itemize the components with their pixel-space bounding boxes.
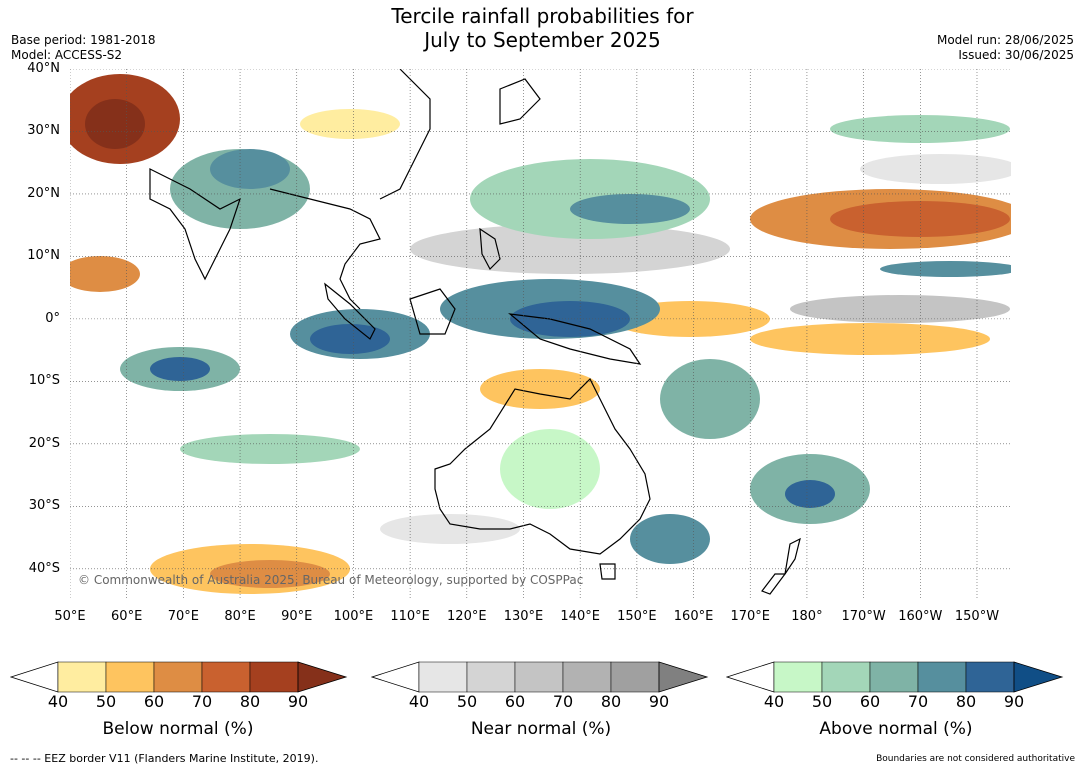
- colorbar-segment: [869, 661, 919, 693]
- longitude-label: 160°W: [898, 609, 943, 624]
- colorbar-tick-label: 70: [907, 692, 929, 711]
- colorbar-tick-label: 40: [47, 692, 69, 711]
- boundary-disclaimer: Boundaries are not considered authoritat…: [876, 754, 1075, 764]
- graticule: [70, 69, 1011, 600]
- colorbar-high-extension: [658, 661, 709, 693]
- latitude-label: 10°N: [27, 248, 60, 264]
- base-period: Base period: 1981-2018: [11, 33, 156, 47]
- map-canvas: © Commonwealth of Australia 2025, Bureau…: [70, 69, 1011, 600]
- colorbar-segment: [153, 661, 203, 693]
- colorbar-tick-label: 80: [955, 692, 977, 711]
- colorbar-low-extension: [10, 661, 59, 693]
- colorbar-tick-label: 80: [239, 692, 261, 711]
- colorbar-high-extension: [297, 661, 348, 693]
- latitude-label: 20°N: [27, 185, 60, 201]
- probability-shading: [70, 74, 1011, 594]
- map-title: Tercile rainfall probabilities for July …: [0, 4, 1085, 52]
- model-name: Model: ACCESS-S2: [11, 48, 123, 62]
- latitude-label: 0°: [45, 310, 60, 326]
- longitude-label: 130°E: [503, 609, 544, 624]
- longitude-label: 150°W: [954, 609, 1000, 624]
- colorbar-segment: [773, 661, 823, 693]
- colorbar-tick-label: 60: [859, 692, 881, 711]
- colorbar-tick-label: 70: [191, 692, 213, 711]
- colorbar-tick-label: 50: [811, 692, 833, 711]
- colorbar-tick-label: 70: [552, 692, 574, 711]
- below-normal-title: Below normal (%): [102, 719, 254, 739]
- colorbar-segment: [917, 661, 967, 693]
- longitude-label: 70°E: [167, 609, 199, 624]
- colorbar-segment: [514, 661, 564, 693]
- colorbar-segment: [562, 661, 612, 693]
- colorbar-segment: [821, 661, 871, 693]
- title-line-2: July to September 2025: [424, 28, 661, 52]
- meta-right: Model run: 28/06/2025 Issued: 30/06/2025: [937, 33, 1074, 63]
- colorbar-segment: [57, 661, 107, 693]
- longitude-label: 140°E: [560, 609, 600, 624]
- colorbar-tick-label: 40: [763, 692, 785, 711]
- rainfall-map: © Commonwealth of Australia 2025, Bureau…: [70, 69, 1011, 600]
- colorbar-tick-label: 60: [143, 692, 165, 711]
- colorbar-low-extension: [371, 661, 420, 693]
- longitude-label: 170°E: [730, 609, 770, 624]
- colorbar-tick-label: 80: [600, 692, 622, 711]
- eez-footnote: -- -- -- EEZ border V11 (Flanders Marine…: [10, 752, 319, 765]
- longitude-label: 180°: [791, 609, 823, 624]
- coastlines: [149, 69, 801, 595]
- longitude-label: 120°E: [447, 609, 487, 624]
- latitude-label: 10°S: [28, 373, 60, 389]
- colorbar-tick-label: 50: [95, 692, 117, 711]
- colorbar-tick-label: 90: [287, 692, 309, 711]
- longitude-label: 160°E: [673, 609, 714, 624]
- colorbar-segment: [466, 661, 516, 693]
- colorbar-segment: [965, 661, 1015, 693]
- colorbar-segment: [201, 661, 251, 693]
- colorbar-tick-label: 60: [504, 692, 526, 711]
- latitude-label: 40°N: [27, 61, 60, 76]
- longitude-label: 50°E: [54, 609, 86, 624]
- colorbar-tick-label: 90: [1003, 692, 1025, 711]
- copyright-note: © Commonwealth of Australia 2025, Bureau…: [78, 573, 583, 587]
- longitude-label: 150°E: [617, 609, 657, 624]
- latitude-label: 30°S: [28, 498, 60, 514]
- latitude-label: 20°S: [28, 435, 60, 451]
- colorbar-low-extension: [726, 661, 775, 693]
- colorbar-tick-label: 50: [456, 692, 478, 711]
- issued-date: Issued: 30/06/2025: [958, 48, 1074, 62]
- colorbar-segment: [249, 661, 299, 693]
- above-normal-title: Above normal (%): [819, 719, 973, 739]
- longitude-label: 80°E: [224, 609, 256, 624]
- latitude-label: 30°N: [27, 123, 60, 139]
- model-run: Model run: 28/06/2025: [936, 33, 1074, 47]
- colorbar-above-normal: [726, 661, 1064, 693]
- near-normal-title: Near normal (%): [470, 719, 612, 739]
- meta-left: Base period: 1981-2018 Model: ACCESS-S2: [11, 33, 156, 63]
- latitude-label: 40°S: [28, 560, 60, 576]
- colorbar-below-normal: [10, 661, 348, 693]
- colorbar-segment: [418, 661, 468, 693]
- longitude-label: 110°E: [390, 609, 430, 624]
- colorbar-high-extension: [1013, 661, 1064, 693]
- colorbar-tick-label: 40: [408, 692, 430, 711]
- longitude-label: 100°E: [333, 609, 374, 624]
- colorbar-tick-label: 90: [648, 692, 670, 711]
- colorbar-segment: [105, 661, 155, 693]
- longitude-label: 90°E: [281, 609, 313, 624]
- longitude-label: 170°W: [841, 609, 886, 624]
- title-line-1: Tercile rainfall probabilities for: [391, 4, 694, 28]
- colorbar-near-normal: [371, 661, 709, 693]
- longitude-label: 60°E: [111, 609, 143, 624]
- colorbar-segment: [610, 661, 660, 693]
